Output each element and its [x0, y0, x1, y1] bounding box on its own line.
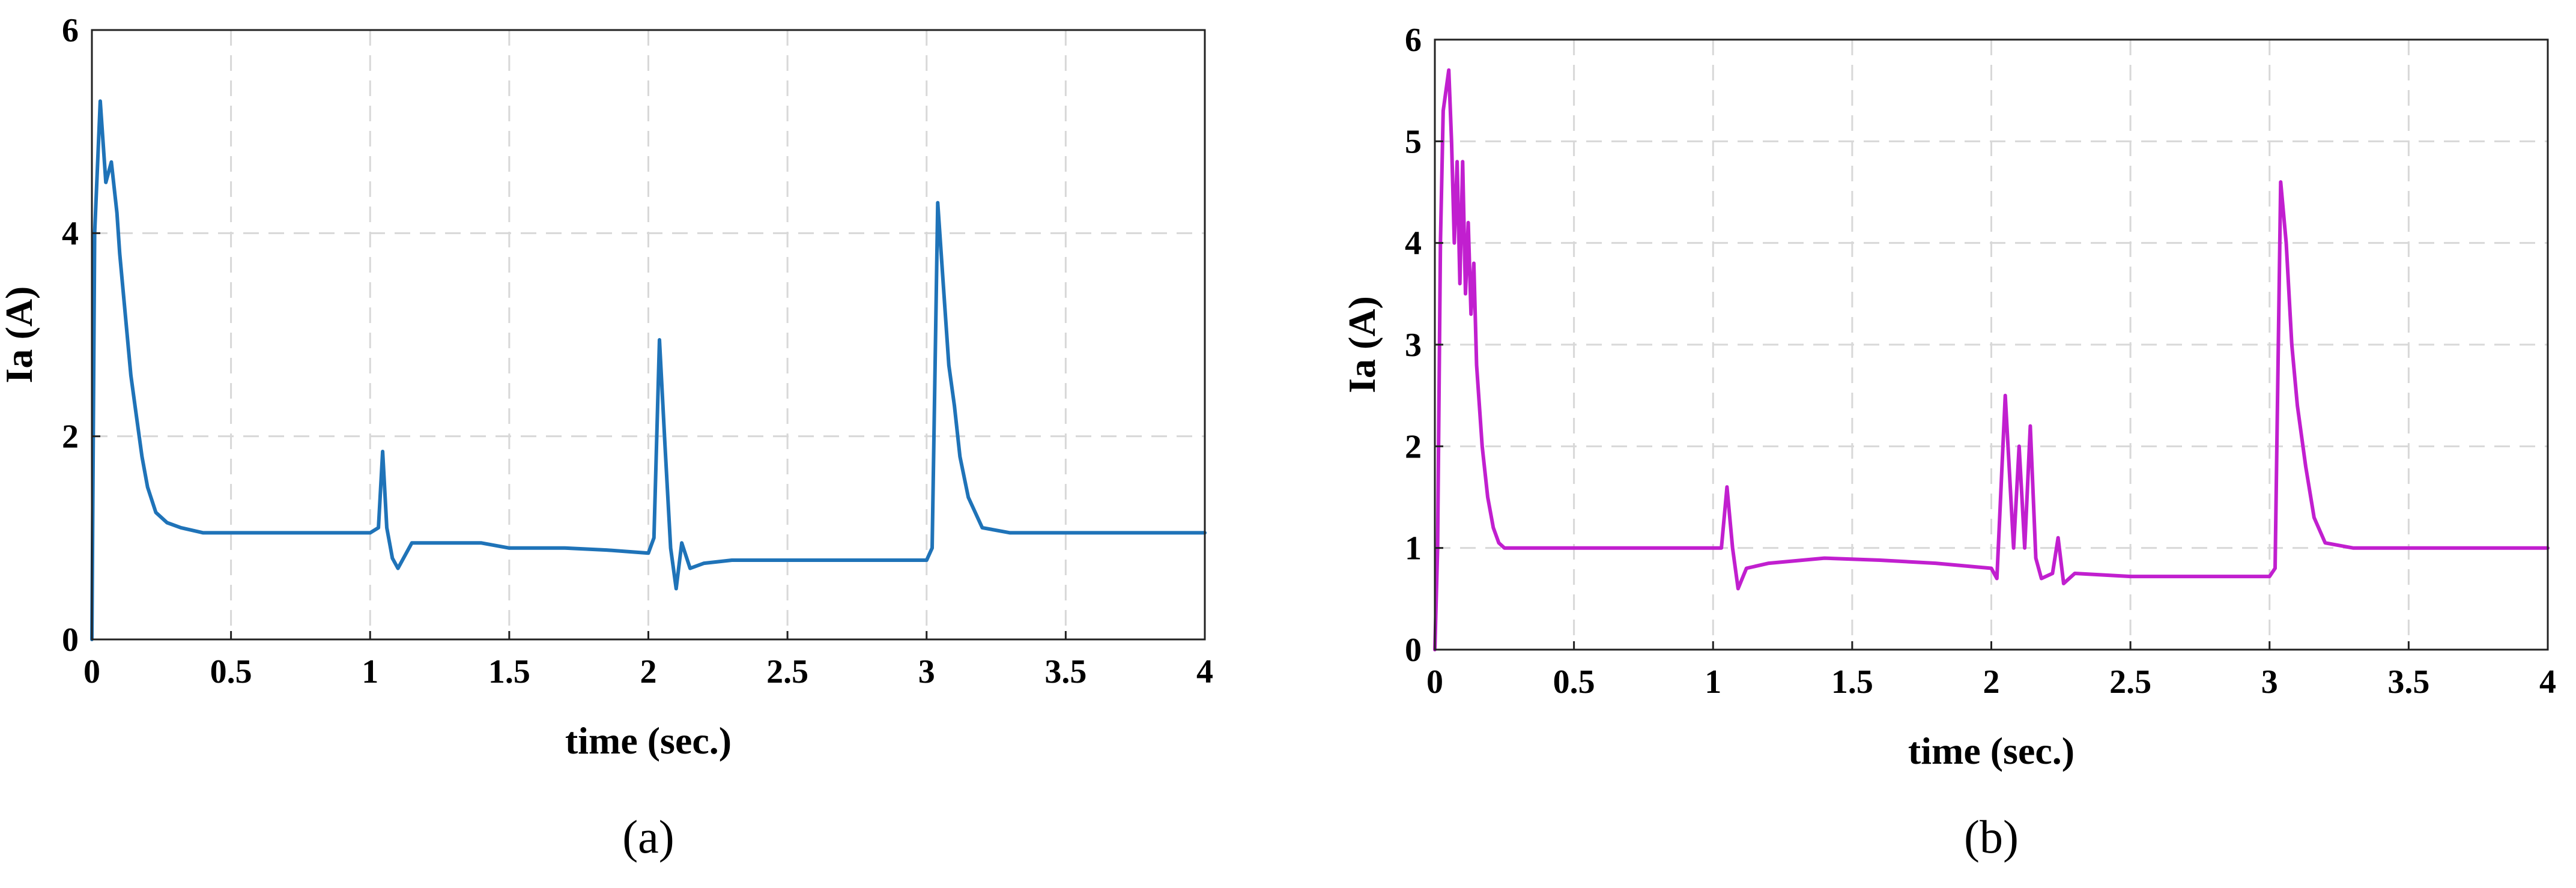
x-tick-label: 4	[2539, 663, 2556, 701]
x-tick-label: 3.5	[2387, 663, 2429, 701]
y-tick-label: 4	[62, 215, 79, 252]
y-axis-label: Ia (A)	[1341, 296, 1383, 393]
x-tick-label: 3	[918, 653, 935, 690]
x-tick-label: 4	[1196, 653, 1213, 690]
y-tick-label: 0	[62, 621, 79, 659]
y-tick-label: 6	[62, 12, 79, 49]
y-axis-label: Ia (A)	[0, 286, 40, 384]
x-tick-label: 1	[362, 653, 378, 690]
x-tick-label: 1	[1705, 663, 1721, 701]
x-tick-label: 3	[2261, 663, 2278, 701]
series-line-ia	[1433, 68, 2550, 651]
y-tick-label: 3	[1405, 327, 1422, 364]
grid	[92, 30, 1205, 639]
x-tick-label: 2	[640, 653, 657, 690]
x-tick-label: 0.5	[210, 653, 252, 690]
x-tick-label: 1.5	[1831, 663, 1873, 701]
chart-panel-a: 0 0.5 1 1.5 2 2.5 3 3.5 4 0 2 4 6 time (sec.) Ia (A) (a…	[0, 12, 1213, 863]
x-axis-label: time (sec.)	[565, 719, 732, 762]
y-tick-label: 0	[1405, 632, 1422, 669]
y-tick-label: 6	[1405, 22, 1422, 59]
x-tick-label: 2.5	[766, 653, 808, 690]
panel-label: (a)	[622, 811, 674, 863]
y-tick-label: 2	[1405, 428, 1422, 465]
x-tick-label: 2.5	[2109, 663, 2151, 701]
x-tick-label: 0	[1426, 663, 1443, 701]
x-tick-label: 3.5	[1044, 653, 1086, 690]
x-axis-label: time (sec.)	[1908, 729, 2074, 772]
x-tick-label: 0	[83, 653, 100, 690]
panel-label: (b)	[1964, 811, 2019, 863]
x-tick-label: 2	[1983, 663, 2000, 701]
y-tick-label: 4	[1405, 225, 1422, 262]
y-tick-label: 2	[62, 418, 79, 456]
x-tick-label: 1.5	[488, 653, 530, 690]
grid	[1435, 40, 2548, 650]
x-tick-label: 0.5	[1553, 663, 1595, 701]
chart-panel-b: 0 0.5 1 1.5 2 2.5 3 3.5 4 0 1 2 3 4 5 6 time (sec.) Ia (A…	[1341, 22, 2556, 863]
series-line-ia	[90, 99, 1207, 641]
y-tick-label: 1	[1405, 530, 1422, 567]
y-tick-label: 5	[1405, 123, 1422, 160]
